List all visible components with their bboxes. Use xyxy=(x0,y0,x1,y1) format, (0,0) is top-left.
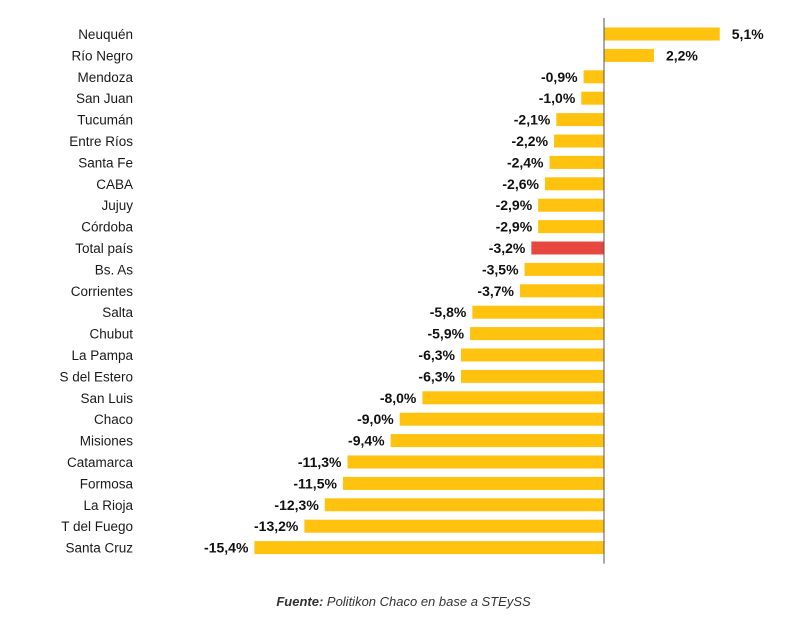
labels-layer: Neuquén 5,1% Río Negro 2,2% Mendoza -0,9% San … xyxy=(59,26,764,556)
category-label-san-juan: San Juan xyxy=(76,91,133,106)
category-label-chubut: Chubut xyxy=(89,327,133,342)
value-label-la-pampa: -6,3% xyxy=(418,347,455,363)
source-caption: Fuente: Politikon Chaco en base a STEySS xyxy=(0,594,807,609)
category-label-bs-as: Bs. As xyxy=(95,262,134,277)
value-label-corrientes: -3,7% xyxy=(477,283,514,299)
bar-entre-rios xyxy=(554,134,604,148)
value-label-t-del-fuego: -13,2% xyxy=(254,518,299,534)
value-label-total-pais: -3,2% xyxy=(489,240,526,256)
category-label-salta: Salta xyxy=(102,305,133,320)
value-label-chaco: -9,0% xyxy=(357,411,394,427)
bar-san-luis xyxy=(422,391,604,405)
category-label-cordoba: Córdoba xyxy=(81,220,133,235)
bar-catamarca xyxy=(347,455,604,469)
bar-santa-cruz xyxy=(254,541,605,555)
bar-t-del-fuego xyxy=(304,519,604,533)
value-label-jujuy: -2,9% xyxy=(496,197,533,213)
value-label-cordoba: -2,9% xyxy=(496,219,533,235)
bar-jujuy xyxy=(538,198,604,212)
source-text: Politikon Chaco en base a STEySS xyxy=(323,594,531,609)
bar-la-rioja xyxy=(324,498,604,512)
category-label-misiones: Misiones xyxy=(80,434,134,449)
value-label-bs-as: -3,5% xyxy=(482,261,519,277)
bar-tucuman xyxy=(556,113,604,127)
value-label-tucuman: -2,1% xyxy=(514,112,551,128)
category-label-catamarca: Catamarca xyxy=(67,455,134,470)
value-label-misiones: -9,4% xyxy=(348,433,385,449)
bar-neuquen xyxy=(604,27,720,41)
bar-san-juan xyxy=(581,91,604,105)
category-label-mendoza: Mendoza xyxy=(77,70,133,85)
bar-bs-as xyxy=(524,262,604,276)
category-label-neuquen: Neuquén xyxy=(78,27,133,42)
bar-corrientes xyxy=(520,284,604,298)
value-label-s-del-estero: -6,3% xyxy=(418,368,455,384)
category-label-jujuy: Jujuy xyxy=(101,198,133,213)
category-label-corrientes: Corrientes xyxy=(71,284,134,299)
category-label-la-pampa: La Pampa xyxy=(71,348,133,363)
bar-chart: Neuquén 5,1% Río Negro 2,2% Mendoza -0,9% San … xyxy=(59,18,764,564)
value-label-catamarca: -11,3% xyxy=(298,454,342,470)
value-label-neuquen: 5,1% xyxy=(732,26,764,42)
category-label-san-luis: San Luis xyxy=(80,391,133,406)
category-label-chaco: Chaco xyxy=(94,412,133,427)
bar-cordoba xyxy=(538,220,604,234)
source-prefix: Fuente: xyxy=(276,594,324,609)
value-label-chubut: -5,9% xyxy=(427,326,464,342)
value-label-san-juan: -1,0% xyxy=(539,90,576,106)
bar-chubut xyxy=(470,327,604,341)
bar-total-pais xyxy=(531,241,604,255)
bar-caba xyxy=(544,177,604,191)
value-label-la-rioja: -12,3% xyxy=(274,497,319,513)
bar-formosa xyxy=(342,476,604,490)
value-label-mendoza: -0,9% xyxy=(541,69,578,85)
value-label-santa-cruz: -15,4% xyxy=(204,540,249,556)
value-label-entre-rios: -2,2% xyxy=(511,133,548,149)
value-label-caba: -2,6% xyxy=(502,176,539,192)
category-label-formosa: Formosa xyxy=(80,476,134,491)
bar-rio-negro xyxy=(604,48,654,62)
category-label-total-pais: Total país xyxy=(75,241,133,256)
bar-s-del-estero xyxy=(460,369,604,383)
category-label-s-del-estero: S del Estero xyxy=(59,369,133,384)
category-label-la-rioja: La Rioja xyxy=(83,498,133,513)
category-label-santa-fe: Santa Fe xyxy=(78,155,133,170)
category-label-caba: CABA xyxy=(96,177,133,192)
value-label-salta: -5,8% xyxy=(430,304,467,320)
category-label-rio-negro: Río Negro xyxy=(71,48,133,63)
value-label-san-luis: -8,0% xyxy=(380,390,417,406)
category-label-tucuman: Tucumán xyxy=(77,113,133,128)
bar-mendoza xyxy=(583,70,604,84)
bars-layer xyxy=(254,27,720,555)
value-label-formosa: -11,5% xyxy=(293,475,337,491)
bar-salta xyxy=(472,305,604,319)
category-label-t-del-fuego: T del Fuego xyxy=(61,519,133,534)
category-label-santa-cruz: Santa Cruz xyxy=(65,541,133,556)
bar-santa-fe xyxy=(549,155,604,169)
category-label-entre-rios: Entre Ríos xyxy=(69,134,133,149)
value-label-rio-negro: 2,2% xyxy=(666,47,698,63)
bar-misiones xyxy=(390,434,604,448)
bar-chaco xyxy=(399,412,604,426)
bar-la-pampa xyxy=(460,348,604,362)
value-label-santa-fe: -2,4% xyxy=(507,154,544,170)
